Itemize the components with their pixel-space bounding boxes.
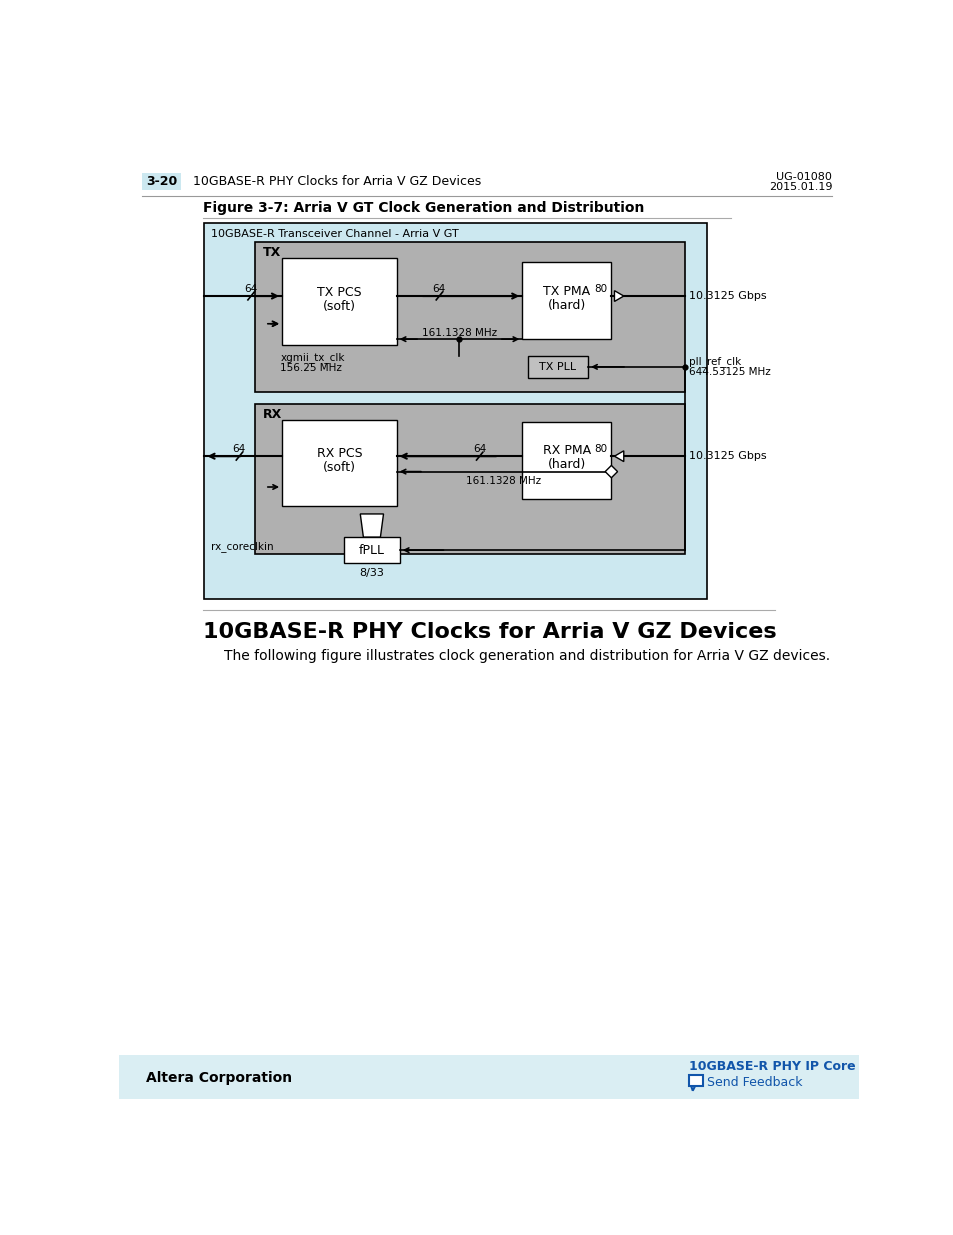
Polygon shape: [691, 1086, 695, 1091]
Text: Altera Corporation: Altera Corporation: [146, 1071, 293, 1084]
Bar: [282, 258, 396, 345]
Text: Send Feedback: Send Feedback: [707, 1076, 802, 1089]
Text: TX: TX: [262, 247, 280, 259]
Text: (hard): (hard): [547, 299, 585, 311]
Text: 10GBASE-R PHY Clocks for Arria V GZ Devices: 10GBASE-R PHY Clocks for Arria V GZ Devi…: [193, 175, 480, 188]
Text: 64: 64: [433, 284, 445, 294]
Text: RX PMA: RX PMA: [542, 445, 590, 457]
Bar: [254, 404, 684, 555]
Bar: [142, 173, 181, 190]
Text: The following figure illustrates clock generation and distribution for Arria V G: The following figure illustrates clock g…: [224, 650, 829, 663]
Polygon shape: [614, 290, 623, 301]
Text: 2015.01.19: 2015.01.19: [768, 182, 831, 191]
Text: TX PMA: TX PMA: [542, 285, 590, 298]
Text: pll_ref_clk: pll_ref_clk: [688, 356, 740, 367]
Text: 10GBASE-R PHY IP Core: 10GBASE-R PHY IP Core: [688, 1060, 855, 1072]
Text: 10.3125 Gbps: 10.3125 Gbps: [688, 291, 765, 301]
Text: 64: 64: [233, 445, 246, 454]
Polygon shape: [604, 466, 617, 478]
Bar: [521, 421, 611, 499]
Text: 64: 64: [244, 284, 257, 294]
Text: 161.1328 MHz: 161.1328 MHz: [466, 475, 541, 485]
Text: TX PLL: TX PLL: [538, 362, 576, 372]
Text: UG-01080: UG-01080: [776, 173, 831, 183]
Text: (hard): (hard): [547, 458, 585, 472]
Text: xgmii_tx_clk: xgmii_tx_clk: [280, 352, 345, 363]
Text: 80: 80: [594, 445, 606, 454]
Text: RX: RX: [262, 408, 281, 421]
Bar: [688, 1076, 702, 1086]
Polygon shape: [614, 451, 623, 462]
Text: (soft): (soft): [322, 300, 355, 312]
Bar: [344, 537, 399, 563]
Text: 156.25 MHz: 156.25 MHz: [280, 363, 342, 373]
Text: 80: 80: [594, 284, 606, 294]
Text: 64: 64: [473, 445, 486, 454]
Text: 161.1328 MHz: 161.1328 MHz: [421, 329, 497, 338]
Text: rx_coreclkin: rx_coreclkin: [211, 541, 274, 552]
Bar: [282, 420, 396, 506]
Text: 10.3125 Gbps: 10.3125 Gbps: [688, 451, 765, 461]
Text: 10GBASE-R Transceiver Channel - Arria V GT: 10GBASE-R Transceiver Channel - Arria V …: [212, 230, 458, 240]
Text: Figure 3-7: Arria V GT Clock Generation and Distribution: Figure 3-7: Arria V GT Clock Generation …: [203, 201, 643, 215]
Text: 3-20: 3-20: [146, 175, 177, 188]
Polygon shape: [360, 514, 383, 537]
Text: fPLL: fPLL: [358, 543, 384, 557]
Bar: [521, 262, 611, 340]
Text: 644.53125 MHz: 644.53125 MHz: [688, 367, 770, 377]
Text: TX PCS: TX PCS: [316, 285, 361, 299]
Bar: [119, 1055, 858, 1099]
Text: RX PCS: RX PCS: [316, 447, 362, 461]
Text: (soft): (soft): [322, 461, 355, 474]
Text: 8/33: 8/33: [359, 568, 384, 578]
Bar: [254, 242, 684, 393]
Bar: [204, 222, 706, 599]
Bar: [527, 356, 587, 378]
Text: 10GBASE-R PHY Clocks for Arria V GZ Devices: 10GBASE-R PHY Clocks for Arria V GZ Devi…: [203, 621, 776, 642]
